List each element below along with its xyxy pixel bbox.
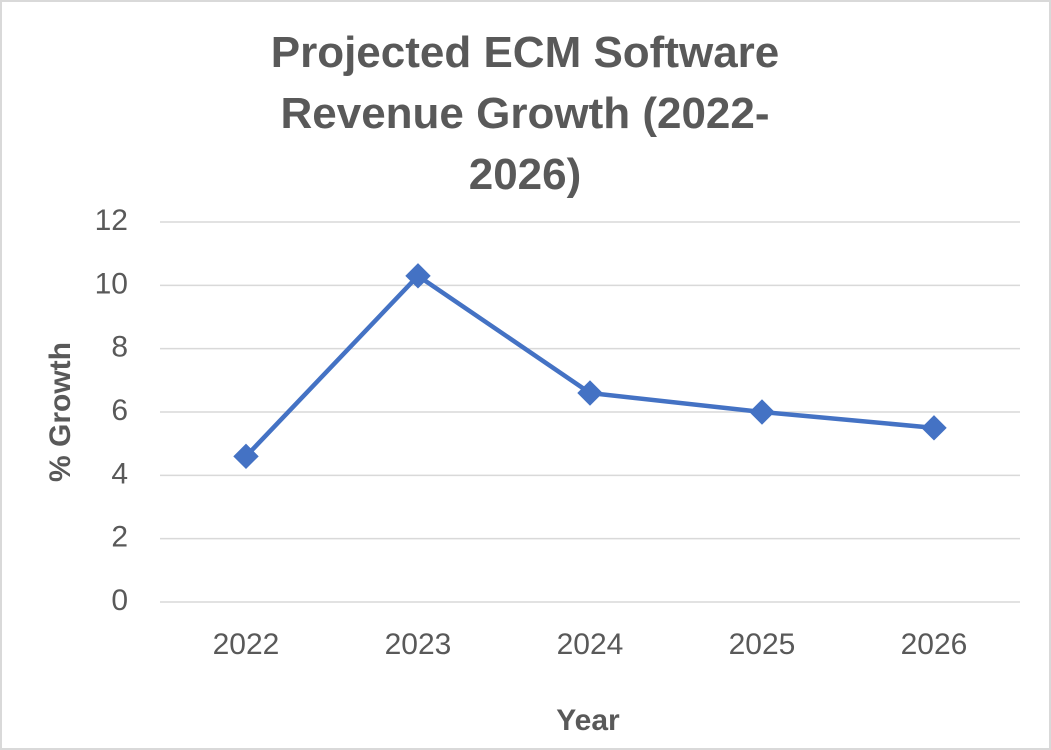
y-tick-label: 12 xyxy=(95,204,128,237)
y-tick-label: 4 xyxy=(111,457,128,490)
x-tick-label: 2024 xyxy=(557,628,624,661)
y-tick-label: 0 xyxy=(111,584,128,617)
data-marker xyxy=(749,399,775,425)
x-tick-label: 2025 xyxy=(729,628,796,661)
chart-title: Projected ECM Software Revenue Growth (2… xyxy=(270,28,780,199)
data-marker xyxy=(405,263,431,289)
data-marker xyxy=(233,443,259,470)
data-marker xyxy=(577,380,603,406)
y-tick-label: 2 xyxy=(111,521,128,554)
y-axis-title: % Growth xyxy=(44,342,77,482)
y-tick-label: 8 xyxy=(111,331,128,364)
x-axis-title: Year xyxy=(556,704,620,737)
y-tick-label: 6 xyxy=(111,394,128,427)
x-tick-label: 2023 xyxy=(385,628,452,661)
x-tick-label: 2022 xyxy=(213,628,280,661)
x-tick-label: 2026 xyxy=(901,628,968,661)
data-marker xyxy=(921,415,947,441)
y-tick-label: 10 xyxy=(95,267,128,300)
